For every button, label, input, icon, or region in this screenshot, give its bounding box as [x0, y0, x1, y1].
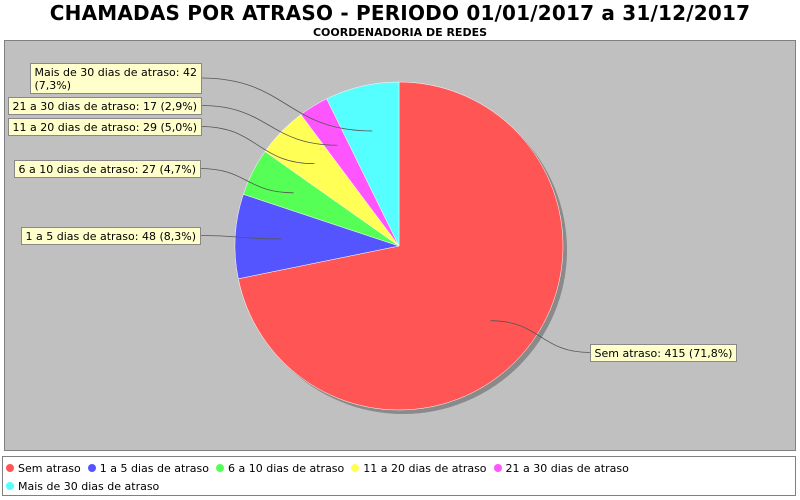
slice-label-6-a-10-dias-de-atraso: 6 a 10 dias de atraso: 27 (4,7%) — [19, 163, 196, 176]
legend-label: Mais de 30 dias de atraso — [18, 479, 160, 493]
slice-label-11-a-20-dias-de-atraso: 11 a 20 dias de atraso: 29 (5,0%) — [13, 121, 197, 134]
legend-item-21-a-30-dias-de-atraso[interactable]: 21 a 30 dias de atraso — [493, 461, 629, 475]
slice-label-1-a-5-dias-de-atraso: 1 a 5 dias de atraso: 48 (8,3%) — [26, 230, 196, 243]
legend: Sem atraso 1 a 5 dias de atraso 6 a 10 dia… — [2, 456, 796, 496]
slice-label-21-a-30-dias-de-atraso: 21 a 30 dias de atraso: 17 (2,9%) — [13, 100, 197, 113]
slice-label-box-1-a-5-dias-de-atraso — [21, 227, 201, 245]
chart-title: CHAMADAS POR ATRASO - PERIODO 01/01/2017… — [49, 1, 751, 25]
label-leader-21-a-30-dias-de-atraso — [200, 105, 338, 146]
legend-label: Sem atraso — [18, 461, 81, 475]
chart-subtitle: COORDENADORIA DE REDES — [312, 26, 488, 39]
legend-swatch — [87, 464, 96, 472]
slice-label-box-sem-atraso — [590, 344, 737, 362]
pie-slice-1-a-5-dias-de-atraso[interactable] — [234, 193, 400, 280]
legend-label: 21 a 30 dias de atraso — [505, 461, 629, 475]
legend-swatch — [216, 464, 225, 472]
slice-label-mais-de-30-dias-de-atraso: (7,3%) — [35, 79, 72, 92]
pie-slice-mais-de-30-dias-de-atraso[interactable] — [326, 81, 400, 247]
legend-item-11-a-20-dias-de-atraso[interactable]: 11 a 20 dias de atraso — [351, 461, 487, 475]
legend-item-6-a-10-dias-de-atraso[interactable]: 6 a 10 dias de atraso — [216, 462, 344, 475]
pie-slice-sem-atraso[interactable] — [238, 81, 564, 411]
label-leader-6-a-10-dias-de-atraso — [199, 168, 294, 194]
legend-label: 6 a 10 dias de atraso — [228, 461, 345, 475]
legend-swatch — [351, 464, 360, 472]
label-leader-11-a-20-dias-de-atraso — [200, 126, 315, 165]
legend-label: 1 a 5 dias de atraso — [99, 461, 210, 475]
slice-label-box-mais-de-30-dias-de-atraso — [30, 63, 202, 94]
legend-swatch — [493, 464, 502, 472]
label-leader-1-a-5-dias-de-atraso — [199, 235, 282, 240]
slice-label-box-11-a-20-dias-de-atraso — [8, 118, 202, 136]
legend-label: 11 a 20 dias de atraso — [363, 461, 487, 475]
slice-label-sem-atraso: Sem atraso: 415 (71,8%) — [595, 347, 733, 360]
slice-label-box-21-a-30-dias-de-atraso — [8, 97, 202, 115]
legend-item-sem-atraso[interactable]: Sem atraso — [6, 462, 81, 475]
label-leader-sem-atraso — [490, 320, 591, 353]
slice-label-box-6-a-10-dias-de-atraso — [14, 160, 201, 178]
slice-label-mais-de-30-dias-de-atraso: Mais de 30 dias de atraso: 42 — [35, 66, 198, 79]
legend-item-mais-de-30-dias-de-atraso[interactable]: Mais de 30 dias de atraso — [6, 480, 159, 493]
legend-item-1-a-5-dias-de-atraso[interactable]: 1 a 5 dias de atraso — [87, 461, 210, 475]
label-leader-mais-de-30-dias-de-atraso — [200, 77, 373, 132]
legend-swatch — [6, 482, 14, 490]
legend-swatch — [6, 464, 14, 472]
